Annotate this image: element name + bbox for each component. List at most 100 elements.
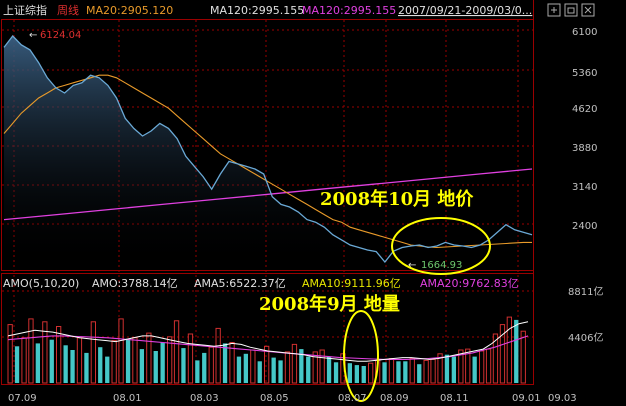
volume-bar <box>382 362 387 383</box>
volume-bar <box>76 337 83 384</box>
volume-bar <box>160 342 165 383</box>
x-tick-label: 07.09 <box>8 393 37 404</box>
price-tick-2400: 2400 <box>572 221 597 232</box>
volume-bar <box>299 349 304 383</box>
volume-bar <box>444 354 450 383</box>
volume-bar <box>409 358 415 384</box>
volume-bar <box>187 333 194 384</box>
volume-bar <box>153 351 158 383</box>
ama10-value: AMA10:9111.96亿 <box>302 277 401 290</box>
x-axis: 07.09 08.01 08.03 08.05 08.07 08.09 08.11 09.01… <box>8 393 577 404</box>
high-label: 6124.04 <box>40 30 81 41</box>
volume-bar <box>14 346 20 383</box>
volume-bar <box>430 358 436 384</box>
volume-bar <box>306 356 311 383</box>
volume-tick-high: 8811亿 <box>568 285 603 298</box>
volume-bar <box>35 343 40 383</box>
volume-bar <box>514 319 519 383</box>
price-tick-3880: 3880 <box>572 143 597 154</box>
volume-bar <box>132 337 138 384</box>
volume-bar <box>291 343 298 384</box>
volume-bar <box>506 316 513 384</box>
volume-bars <box>7 316 526 384</box>
bottom-price-ellipse <box>391 217 491 275</box>
volume-tick-mid: 4406亿 <box>568 331 603 344</box>
volume-bar <box>257 361 262 383</box>
volume-bar <box>417 364 422 383</box>
index-name: 上证综指 <box>3 3 47 17</box>
x-tick-label: 09.03 <box>548 393 577 404</box>
ma120-line <box>3 168 533 221</box>
volume-bar <box>125 338 131 383</box>
volume-bar <box>347 363 352 383</box>
volume-grid <box>2 290 533 338</box>
volume-bar <box>472 356 477 383</box>
volume-bar <box>167 336 173 384</box>
volume-bar <box>264 345 270 384</box>
ama20-value: AMA20:9762.83亿 <box>420 277 519 290</box>
volume-bar <box>451 356 456 383</box>
x-tick-label: 08.07 <box>338 393 367 404</box>
volume-bar <box>361 366 366 383</box>
price-tick-4620: 4620 <box>572 104 597 115</box>
volume-bar <box>236 356 242 383</box>
volume-bar <box>63 345 68 383</box>
volume-bar <box>437 353 443 384</box>
date-range: 2007/09/21-2009/03/0... <box>398 4 532 17</box>
volume-bar <box>499 324 506 384</box>
volume-bar <box>90 321 96 384</box>
volume-bar <box>396 361 401 383</box>
x-tick-label: 08.09 <box>380 393 409 404</box>
period-label[interactable]: 周线 <box>57 3 79 17</box>
volume-bar <box>173 320 180 384</box>
volume-bar <box>229 342 235 384</box>
volume-bar <box>195 360 200 383</box>
settings-icon[interactable] <box>547 3 561 17</box>
ma120-label-a: MA120:2995.155 <box>210 4 304 17</box>
x-tick-label: 09.01 <box>512 393 541 404</box>
amo-params: AMO(5,10,20) <box>3 277 79 290</box>
low-label: 1664.93 <box>421 260 462 271</box>
close-icon[interactable] <box>581 3 595 17</box>
volume-bar <box>146 332 152 384</box>
price-tick-5360: 5360 <box>572 68 597 79</box>
price-tick-3140: 3140 <box>572 182 597 193</box>
ma20-line <box>3 74 532 249</box>
volume-bar <box>21 337 27 384</box>
volume-bar <box>105 356 110 383</box>
price-line <box>3 35 533 264</box>
volume-bar <box>84 352 89 383</box>
volume-bar <box>42 321 48 384</box>
volume-bar <box>222 343 228 383</box>
x-tick-label: 08.05 <box>260 393 289 404</box>
volume-bar <box>243 353 248 383</box>
bottom-volume-ellipse <box>343 310 379 402</box>
amo-value: AMO:3788.14亿 <box>92 277 178 290</box>
price-annotation: 2008年10月 地价 <box>320 188 474 210</box>
ama5-value: AMA5:6522.37亿 <box>194 277 286 290</box>
volume-bar <box>520 330 526 384</box>
volume-bar <box>354 365 359 383</box>
volume-bar <box>208 346 214 384</box>
volume-bar <box>98 347 103 383</box>
ma120-label-b: MA120:2995.155 <box>302 4 396 17</box>
high-arrow: ← <box>29 30 37 41</box>
x-tick-label: 08.01 <box>113 393 142 404</box>
volume-bar <box>215 327 221 384</box>
volume-bar <box>485 348 492 384</box>
restore-icon[interactable] <box>564 3 578 17</box>
volume-bar <box>284 351 291 384</box>
ma20-label: MA20:2905.120 <box>86 4 173 17</box>
volume-bar <box>326 356 332 383</box>
x-tick-label: 08.03 <box>190 393 219 404</box>
volume-bar <box>492 333 499 384</box>
volume-bar <box>319 349 325 384</box>
volume-bar <box>118 318 124 384</box>
volume-bar <box>56 326 62 384</box>
volume-bar <box>181 348 186 383</box>
volume-bar <box>278 360 283 383</box>
volume-bar <box>111 340 117 384</box>
volume-annotation: 2008年9月 地量 <box>259 293 400 315</box>
volume-bar <box>312 351 318 384</box>
